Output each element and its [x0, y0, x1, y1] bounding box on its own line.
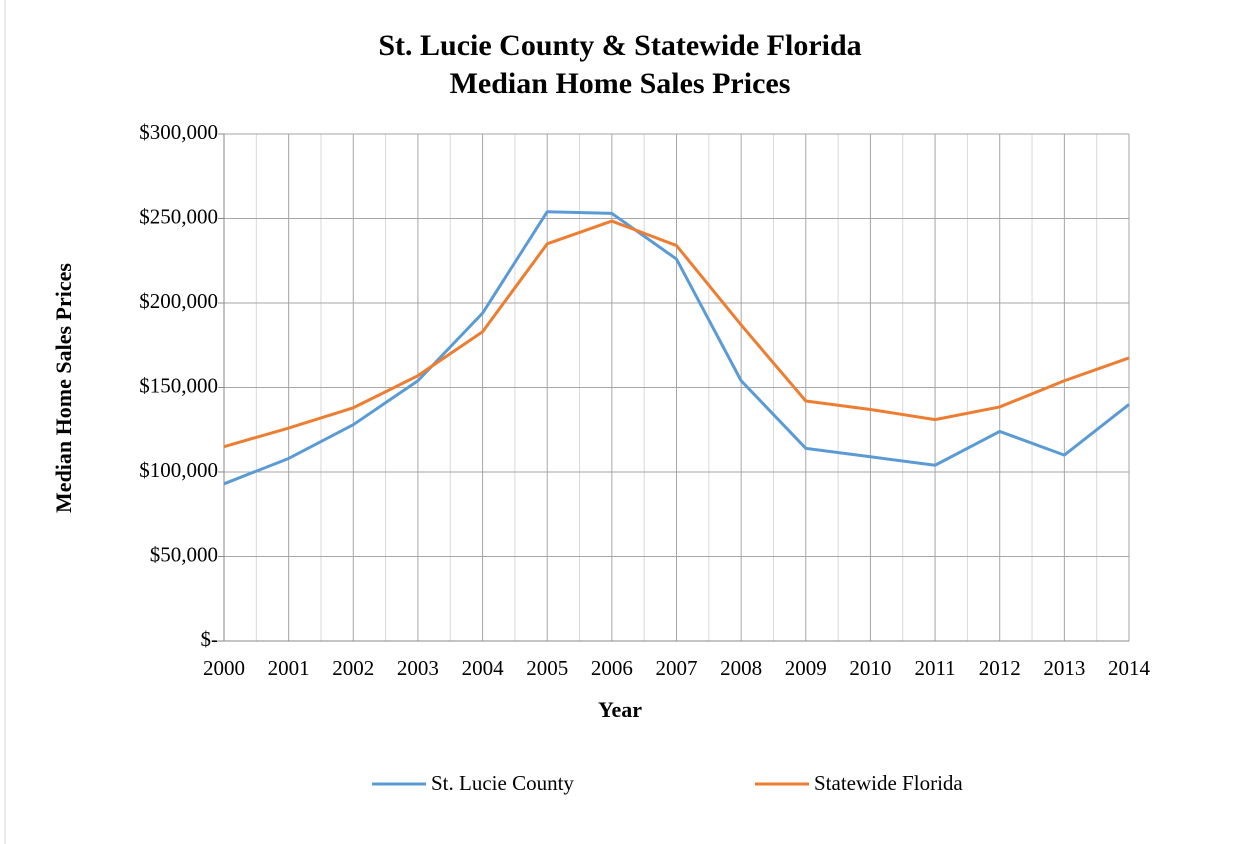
y-tick-label: $-	[201, 627, 219, 651]
series-line	[223, 219, 1130, 449]
legend-label: St. Lucie County	[431, 771, 574, 795]
chart-title: Median Home Sales Prices	[450, 67, 791, 100]
chart-frame	[4, 0, 1236, 844]
x-tick-label: 2013	[1043, 656, 1085, 680]
x-tick-label: 2014	[1108, 656, 1151, 680]
x-tick-label: 2006	[591, 656, 633, 680]
x-tick-label: 2008	[720, 656, 762, 680]
x-tick-label: 2004	[462, 656, 505, 680]
y-tick-label: $150,000	[139, 373, 218, 397]
chart-title: St. Lucie County & Statewide Florida	[378, 29, 861, 62]
y-tick-label: $50,000	[150, 542, 218, 566]
x-tick-label: 2009	[785, 656, 827, 680]
x-tick-label: 2000	[203, 656, 245, 680]
x-tick-label: 2001	[268, 656, 310, 680]
y-tick-label: $100,000	[139, 458, 218, 482]
series-line	[223, 210, 1130, 486]
x-tick-label: 2011	[914, 656, 955, 680]
x-tick-label: 2003	[397, 656, 439, 680]
x-axis-label: Year	[598, 697, 642, 722]
y-tick-label: $200,000	[139, 289, 218, 313]
legend-label: Statewide Florida	[814, 771, 963, 795]
x-tick-label: 2012	[979, 656, 1021, 680]
x-tick-label: 2002	[332, 656, 374, 680]
y-tick-label: $250,000	[139, 204, 218, 228]
x-tick-label: 2010	[849, 656, 891, 680]
y-tick-label: $300,000	[139, 120, 218, 144]
x-tick-label: 2005	[526, 656, 568, 680]
x-tick-label: 2007	[656, 656, 698, 680]
y-axis-label: Median Home Sales Prices	[51, 263, 76, 513]
